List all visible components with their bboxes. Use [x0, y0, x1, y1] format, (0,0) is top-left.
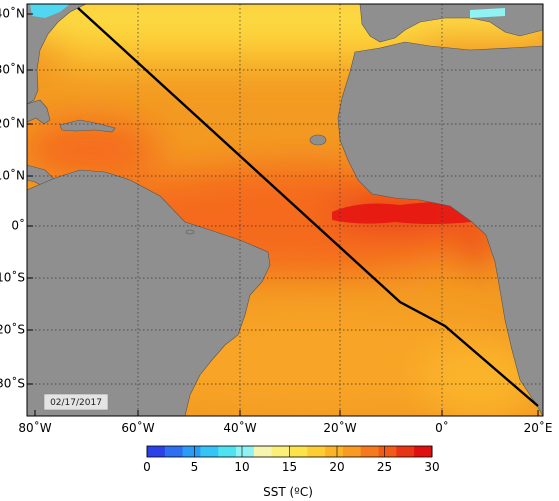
- colorbar-title: SST (ºC): [263, 485, 313, 499]
- cold-water-patch: [30, 4, 505, 18]
- colorbar-tick-label: 5: [191, 460, 199, 474]
- canary-islands: [309, 134, 327, 146]
- lat-label-10s: 10˚S: [0, 270, 25, 285]
- colorbar-swatch: [182, 446, 201, 457]
- tick-marks: [27, 13, 539, 416]
- colorbar-swatch: [271, 446, 290, 457]
- colorbar-tick-label: 20: [329, 460, 344, 474]
- date-stamp-text: 02/17/2017: [50, 398, 102, 408]
- lon-label-80w: 80˚W: [18, 420, 51, 435]
- colorbar-swatch: [360, 446, 380, 457]
- date-stamp: 02/17/2017: [43, 393, 109, 411]
- lat-label-20n: 20˚N: [0, 116, 25, 131]
- cruise-track: [77, 7, 539, 407]
- colorbar-tick-label: 15: [282, 460, 297, 474]
- lat-label-40n: 40˚N: [0, 6, 25, 21]
- colorbar-swatches: [147, 446, 433, 457]
- south-america: [27, 169, 271, 416]
- colorbar: 0 5 10 15 20 25 30 SST (ºC): [143, 445, 440, 499]
- colorbar-tick-label: 0: [143, 460, 151, 474]
- colorbar-ticks: 0 5 10 15 20 25 30: [143, 446, 440, 474]
- colorbar-swatch: [325, 446, 344, 457]
- colorbar-tick-label: 30: [424, 460, 439, 474]
- latitude-labels: 40˚N 30˚N 20˚N 10˚N 0˚ 10˚S 20˚S 30˚S: [0, 6, 25, 391]
- lat-label-10n: 10˚N: [0, 168, 25, 183]
- colorbar-swatch: [342, 446, 362, 457]
- lat-label-20s: 20˚S: [0, 322, 25, 337]
- lon-label-0: 0˚: [435, 420, 449, 435]
- africa: [337, 41, 543, 416]
- colorbar-tick-label: 10: [234, 460, 249, 474]
- caribbean-islands: [59, 119, 116, 133]
- florida: [27, 99, 51, 125]
- lat-label-30s: 30˚S: [0, 376, 25, 391]
- colorbar-swatch: [396, 446, 415, 457]
- lat-label-0: 0˚: [11, 218, 25, 233]
- colorbar-swatch: [253, 446, 273, 457]
- lat-label-30n: 30˚N: [0, 62, 25, 77]
- colorbar-swatch: [218, 446, 237, 457]
- longitude-labels: 80˚W 60˚W 40˚W 20˚W 0˚ 20˚E: [18, 420, 552, 435]
- lon-label-20w: 20˚W: [323, 420, 356, 435]
- colorbar-swatch: [378, 446, 397, 457]
- lon-label-40w: 40˚W: [223, 420, 256, 435]
- colorbar-swatch: [414, 446, 433, 457]
- map-frame: [26, 3, 544, 417]
- lon-label-60w: 60˚W: [121, 420, 154, 435]
- cape-verde: [185, 229, 195, 235]
- colorbar-swatch: [147, 446, 166, 457]
- colorbar-swatch: [236, 446, 255, 457]
- colorbar-swatch: [307, 446, 326, 457]
- colorbar-tick-label: 25: [377, 460, 392, 474]
- colorbar-swatch: [200, 446, 219, 457]
- north-america: [27, 4, 87, 105]
- colorbar-swatch: [164, 446, 184, 457]
- colorbar-swatch: [289, 446, 308, 457]
- graticule: [27, 4, 543, 416]
- lon-label-20e: 20˚E: [524, 420, 553, 435]
